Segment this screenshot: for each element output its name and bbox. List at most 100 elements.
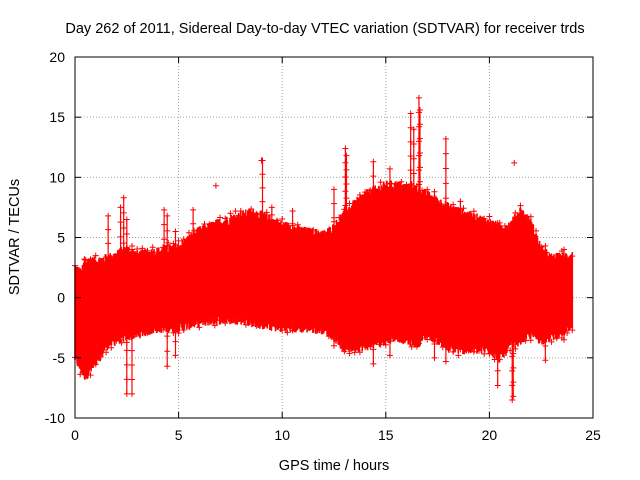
- edge-point-lower: [113, 337, 120, 344]
- spike-point: [416, 264, 423, 271]
- edge-point-upper: [548, 253, 555, 260]
- spike-point: [190, 304, 197, 311]
- spike-point: [268, 248, 275, 255]
- spike-point: [410, 185, 417, 192]
- edge-point-lower: [134, 330, 141, 337]
- edge-point-lower: [341, 348, 348, 355]
- spike-point: [407, 237, 414, 244]
- edge-point-lower: [320, 325, 327, 332]
- edge-point-lower: [108, 344, 115, 351]
- spike-point: [407, 308, 414, 315]
- spike-point: [542, 271, 549, 278]
- spike-point: [386, 180, 393, 187]
- spike-top-point: [190, 206, 197, 213]
- edge-point-lower: [377, 341, 384, 348]
- spike-point: [342, 216, 349, 223]
- spike-point: [81, 339, 88, 346]
- axis-ticks: 0 5 10 15 20 25 -10 -5 0 5 10 15 20: [45, 49, 601, 443]
- spike-point: [457, 316, 464, 323]
- spike-point: [494, 249, 501, 256]
- spike-point: [268, 306, 275, 313]
- spike-point: [542, 257, 549, 264]
- spike-bottom-point: [120, 330, 127, 337]
- spike-bottom-point: [542, 357, 549, 364]
- spike-top-point: [370, 158, 377, 165]
- y-tick-label: 20: [49, 49, 65, 65]
- spike-point: [431, 216, 438, 223]
- spike-point: [509, 266, 516, 273]
- spike-point: [268, 277, 275, 284]
- spike-bottom-point: [416, 336, 423, 343]
- spike-bottom-point: [128, 390, 135, 397]
- spike-top-point: [342, 145, 349, 152]
- spike-point: [415, 195, 422, 202]
- spike-point: [81, 311, 88, 318]
- spike-bottom-point: [407, 336, 414, 343]
- edge-point-upper: [299, 228, 306, 235]
- edge-point-lower: [356, 349, 363, 356]
- edge-point-upper: [263, 209, 270, 216]
- spike-point: [416, 150, 423, 157]
- edge-point-upper: [351, 203, 358, 210]
- edge-point-upper: [320, 231, 327, 238]
- edge-point-upper: [310, 226, 317, 233]
- edge-point-upper: [180, 236, 187, 243]
- spike-point: [410, 170, 417, 177]
- spike-point: [289, 310, 296, 317]
- spike-point: [431, 244, 438, 251]
- spike-top-point: [386, 165, 393, 172]
- spike-point: [342, 173, 349, 180]
- spike-bottom-point: [510, 393, 517, 400]
- edge-point-lower: [553, 335, 560, 342]
- spike-bottom-point: [172, 352, 179, 359]
- edge-point-lower: [237, 314, 244, 321]
- spike-point: [416, 250, 423, 257]
- spike-point: [120, 300, 127, 307]
- spike-point: [542, 300, 549, 307]
- edge-point-upper: [512, 209, 519, 216]
- spike-top-point: [560, 246, 567, 253]
- spike-point: [510, 350, 517, 357]
- edge-point-upper: [92, 252, 99, 259]
- edge-point-lower: [476, 347, 483, 354]
- spike-point: [331, 257, 337, 264]
- spike-top-point: [431, 188, 438, 195]
- spike-point: [494, 234, 501, 241]
- spike-point: [416, 193, 423, 200]
- spike-point: [509, 251, 516, 258]
- spike-point: [560, 276, 567, 283]
- edge-point-lower: [408, 343, 415, 350]
- spike-point: [510, 250, 517, 257]
- spike-point: [415, 297, 422, 304]
- spike-point: [342, 231, 349, 238]
- spike-point: [542, 285, 549, 292]
- edge-point-upper: [113, 254, 120, 261]
- edge-point-upper: [387, 180, 394, 187]
- edge-point-lower: [351, 349, 358, 356]
- spike-point: [407, 223, 414, 230]
- edge-point-lower: [294, 322, 301, 329]
- spike-point: [494, 279, 501, 286]
- spike-point: [105, 267, 112, 274]
- edge-point-upper: [424, 186, 431, 193]
- spike-bottom-point: [509, 396, 516, 403]
- spike-point: [442, 150, 449, 157]
- spike-point: [410, 259, 417, 266]
- spike-bottom-point: [161, 324, 168, 331]
- x-tick-label: 25: [585, 427, 601, 443]
- spike-point: [331, 271, 337, 278]
- edge-point-lower: [211, 322, 218, 329]
- spike-point: [164, 257, 171, 264]
- spike-top-point: [343, 152, 350, 159]
- edge-point-upper: [279, 216, 286, 223]
- edge-point-lower: [424, 336, 431, 343]
- spike-point: [442, 328, 449, 335]
- spike-top-point: [123, 216, 130, 223]
- spike-point: [342, 188, 349, 195]
- spike-point: [509, 382, 516, 389]
- spike-point: [161, 280, 168, 287]
- spike-point: [415, 167, 422, 174]
- spike-point: [164, 273, 171, 280]
- edge-point-lower: [465, 347, 472, 354]
